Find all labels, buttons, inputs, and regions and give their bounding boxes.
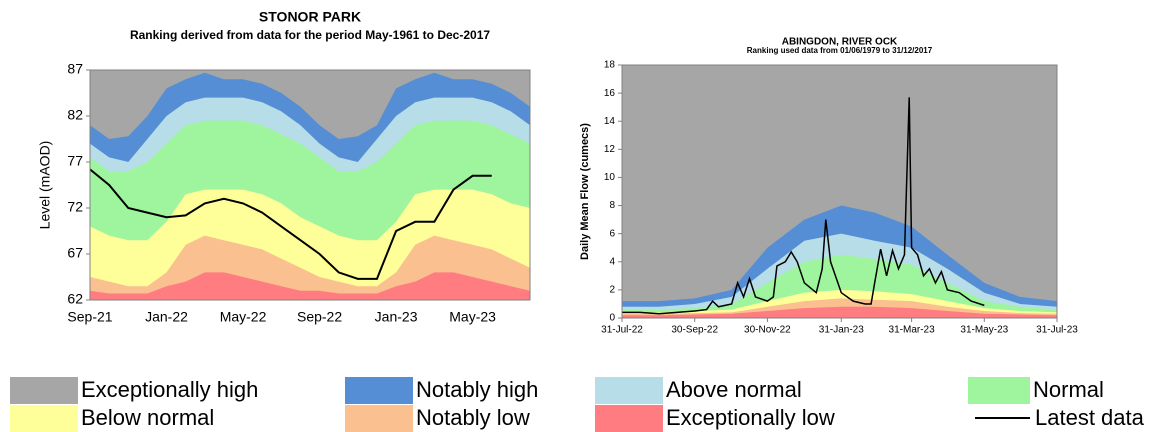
x-tick-label: 31-Mar-23 (889, 325, 936, 336)
x-tick-label: May-22 (220, 309, 267, 325)
y-tick-label: 12 (604, 144, 616, 155)
x-tick-label: Sep-22 (297, 309, 342, 325)
legend-label: Latest data (1035, 405, 1145, 430)
legend-swatch (345, 405, 413, 432)
legend-label: Exceptionally high (81, 377, 258, 402)
legend-swatch (10, 405, 78, 432)
y-tick-label: 4 (609, 256, 615, 267)
y-tick-label: 67 (67, 245, 83, 261)
y-tick-label: 14 (604, 116, 616, 127)
chart: STONOR PARK Ranking derived from data for… (37, 9, 531, 325)
band-area (90, 272, 530, 300)
legend-label: Notably low (416, 405, 530, 430)
y-tick-label: 62 (67, 291, 83, 307)
y-axis-label: Level (mAOD) (37, 141, 53, 230)
y-tick-label: 0 (609, 313, 615, 324)
y-tick-label: 82 (67, 107, 83, 123)
x-tick-label: 31-Jan-23 (819, 325, 864, 336)
legend-swatch (595, 377, 663, 404)
y-tick-label: 77 (67, 153, 83, 169)
y-axis-label: Daily Mean Flow (cumecs) (579, 123, 591, 260)
legend-label: Normal (1033, 377, 1104, 402)
legend-label: Below normal (81, 405, 214, 430)
plot-frame (621, 64, 1058, 319)
legend-label: Exceptionally low (666, 405, 835, 430)
y-tick-label: 16 (604, 88, 616, 99)
chart-subtitle: Ranking used data from 01/06/1979 to 31/… (747, 46, 933, 55)
x-tick-label: Sep-21 (67, 309, 112, 325)
latest-data-line (622, 97, 985, 315)
y-tick-label: 18 (604, 60, 616, 71)
x-tick-label: 31-Jul-22 (601, 325, 643, 336)
legend-swatch (345, 377, 413, 404)
legend-swatch (10, 377, 78, 404)
chart-title: ABINGDON, RIVER OCK (782, 37, 898, 48)
x-tick-label: 31-May-23 (960, 325, 1008, 336)
legend-swatch (968, 377, 1030, 404)
chart-title: STONOR PARK (259, 9, 361, 25)
x-tick-label: 30-Nov-22 (744, 325, 791, 336)
y-tick-label: 6 (609, 228, 615, 239)
x-tick-label: Jan-23 (375, 309, 418, 325)
y-tick-label: 10 (604, 172, 616, 183)
y-tick-label: 87 (67, 61, 83, 77)
y-tick-label: 2 (609, 285, 615, 296)
legend-label: Notably high (416, 377, 538, 402)
x-tick-label: Jan-22 (145, 309, 188, 325)
legend-label: Above normal (666, 377, 802, 402)
latest-data-line (89, 168, 492, 280)
band-area (622, 306, 1057, 318)
x-tick-label: 31-Jul-23 (1036, 325, 1078, 336)
chart-subtitle: Ranking derived from data for the period… (130, 28, 490, 42)
y-tick-label: 8 (609, 200, 615, 211)
x-tick-label: May-23 (449, 309, 496, 325)
plot-frame (89, 69, 531, 301)
y-tick-label: 72 (67, 199, 83, 215)
x-tick-label: 30-Sep-22 (671, 325, 718, 336)
legend-swatch (595, 405, 663, 432)
